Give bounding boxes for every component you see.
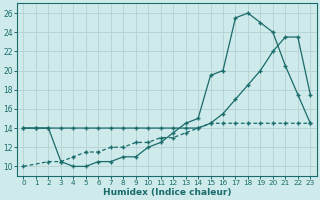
X-axis label: Humidex (Indice chaleur): Humidex (Indice chaleur) [103, 188, 231, 197]
